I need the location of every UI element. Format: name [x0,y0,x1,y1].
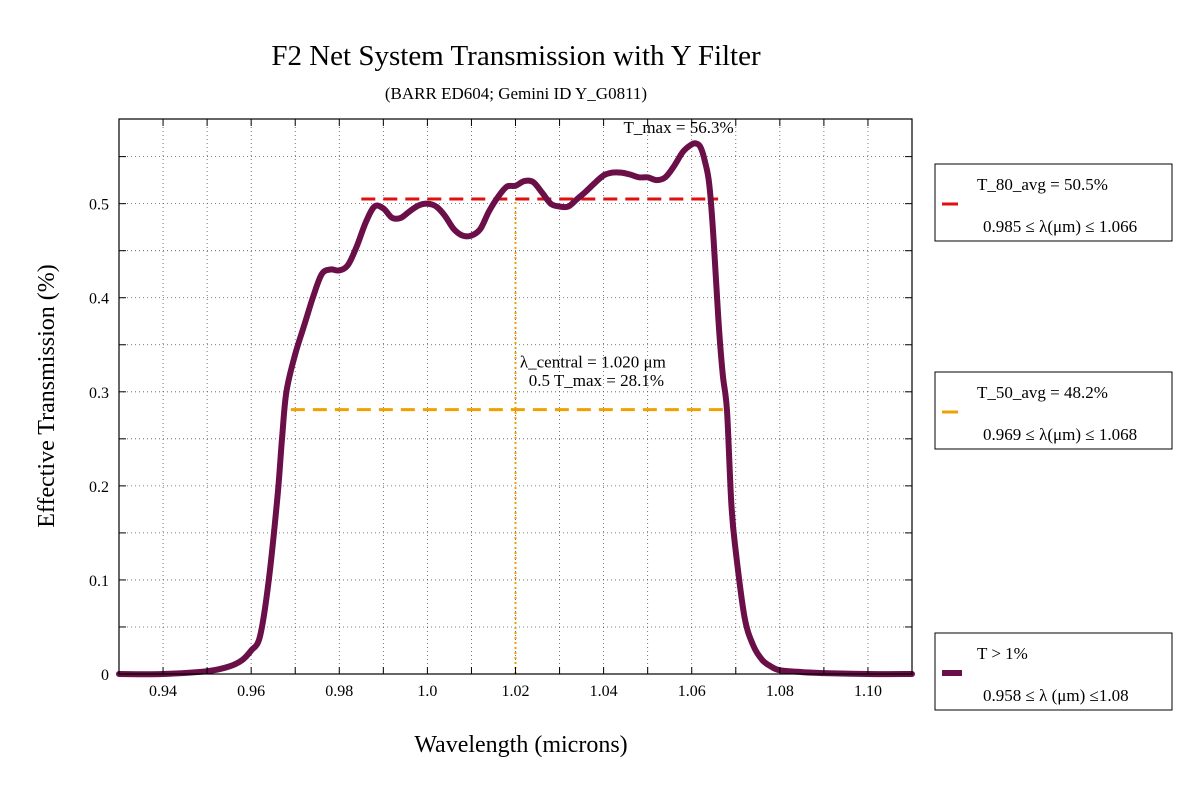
y-axis-label: Effective Transmission (%) [34,264,60,528]
y-tick-label: 0.5 [89,197,109,214]
chart-title: F2 Net System Transmission with Y Filter [271,40,761,72]
x-tick-label: 1.08 [766,683,794,700]
reference-lines [290,197,727,674]
x-tick-label: 1.04 [590,683,618,700]
legend-label: T_80_avg = 50.5% [977,175,1108,194]
x-tick-label: 0.98 [325,683,353,700]
annotation-text: T_max = 56.3% [623,118,733,137]
y-tick-label: 0.1 [89,573,109,590]
series-lines [116,140,915,678]
x-tick-label: 0.96 [237,683,265,700]
y-tick-label: 0.3 [89,385,109,402]
legend-box [934,632,1173,711]
legend-label: T_50_avg = 48.2% [977,383,1108,402]
x-tick-label: 1.06 [678,683,706,700]
legend: T_80_avg = 50.5% 0.985 ≤ λ(μm) ≤ 1.066 T_5… [934,163,1173,711]
legend-entry: T_50_avg = 48.2% 0.969 ≤ λ(μm) ≤ 1.068 [934,371,1173,450]
x-tick-label: 0.94 [149,683,177,700]
y-tick-label: 0.4 [89,291,109,308]
legend-range: 0.958 ≤ λ (μm) ≤1.08 [983,686,1129,705]
legend-label: T > 1% [977,644,1028,663]
axis-ticks: 0.94 0.96 0.98 1.0 1.02 1.04 1.06 1.08 1.10 0 0.1 0… [89,119,913,700]
annotation-text: λ_central = 1.020 μm [520,352,666,371]
legend-entry: T > 1% 0.958 ≤ λ (μm) ≤1.08 [934,632,1173,711]
x-tick-label: 1.10 [854,683,882,700]
chart-subtitle: (BARR ED604; Gemini ID Y_G0811) [385,84,647,103]
series-line [116,140,915,678]
legend-range: 0.985 ≤ λ(μm) ≤ 1.066 [983,217,1137,236]
x-axis-label: Wavelength (microns) [414,732,627,758]
legend-entry: T_80_avg = 50.5% 0.985 ≤ λ(μm) ≤ 1.066 [934,163,1173,242]
legend-range: 0.969 ≤ λ(μm) ≤ 1.068 [983,425,1137,444]
x-tick-label: 1.0 [417,683,437,700]
x-tick-label: 1.02 [502,683,530,700]
legend-box [934,163,1173,242]
y-tick-label: 0.2 [89,479,109,496]
annotations: T_max = 56.3% λ_central = 1.020 μm0.5 T_m… [520,118,734,390]
annotation-text: 0.5 T_max = 28.1% [529,371,664,390]
legend-box [934,371,1173,450]
y-tick-label: 0 [101,667,109,684]
